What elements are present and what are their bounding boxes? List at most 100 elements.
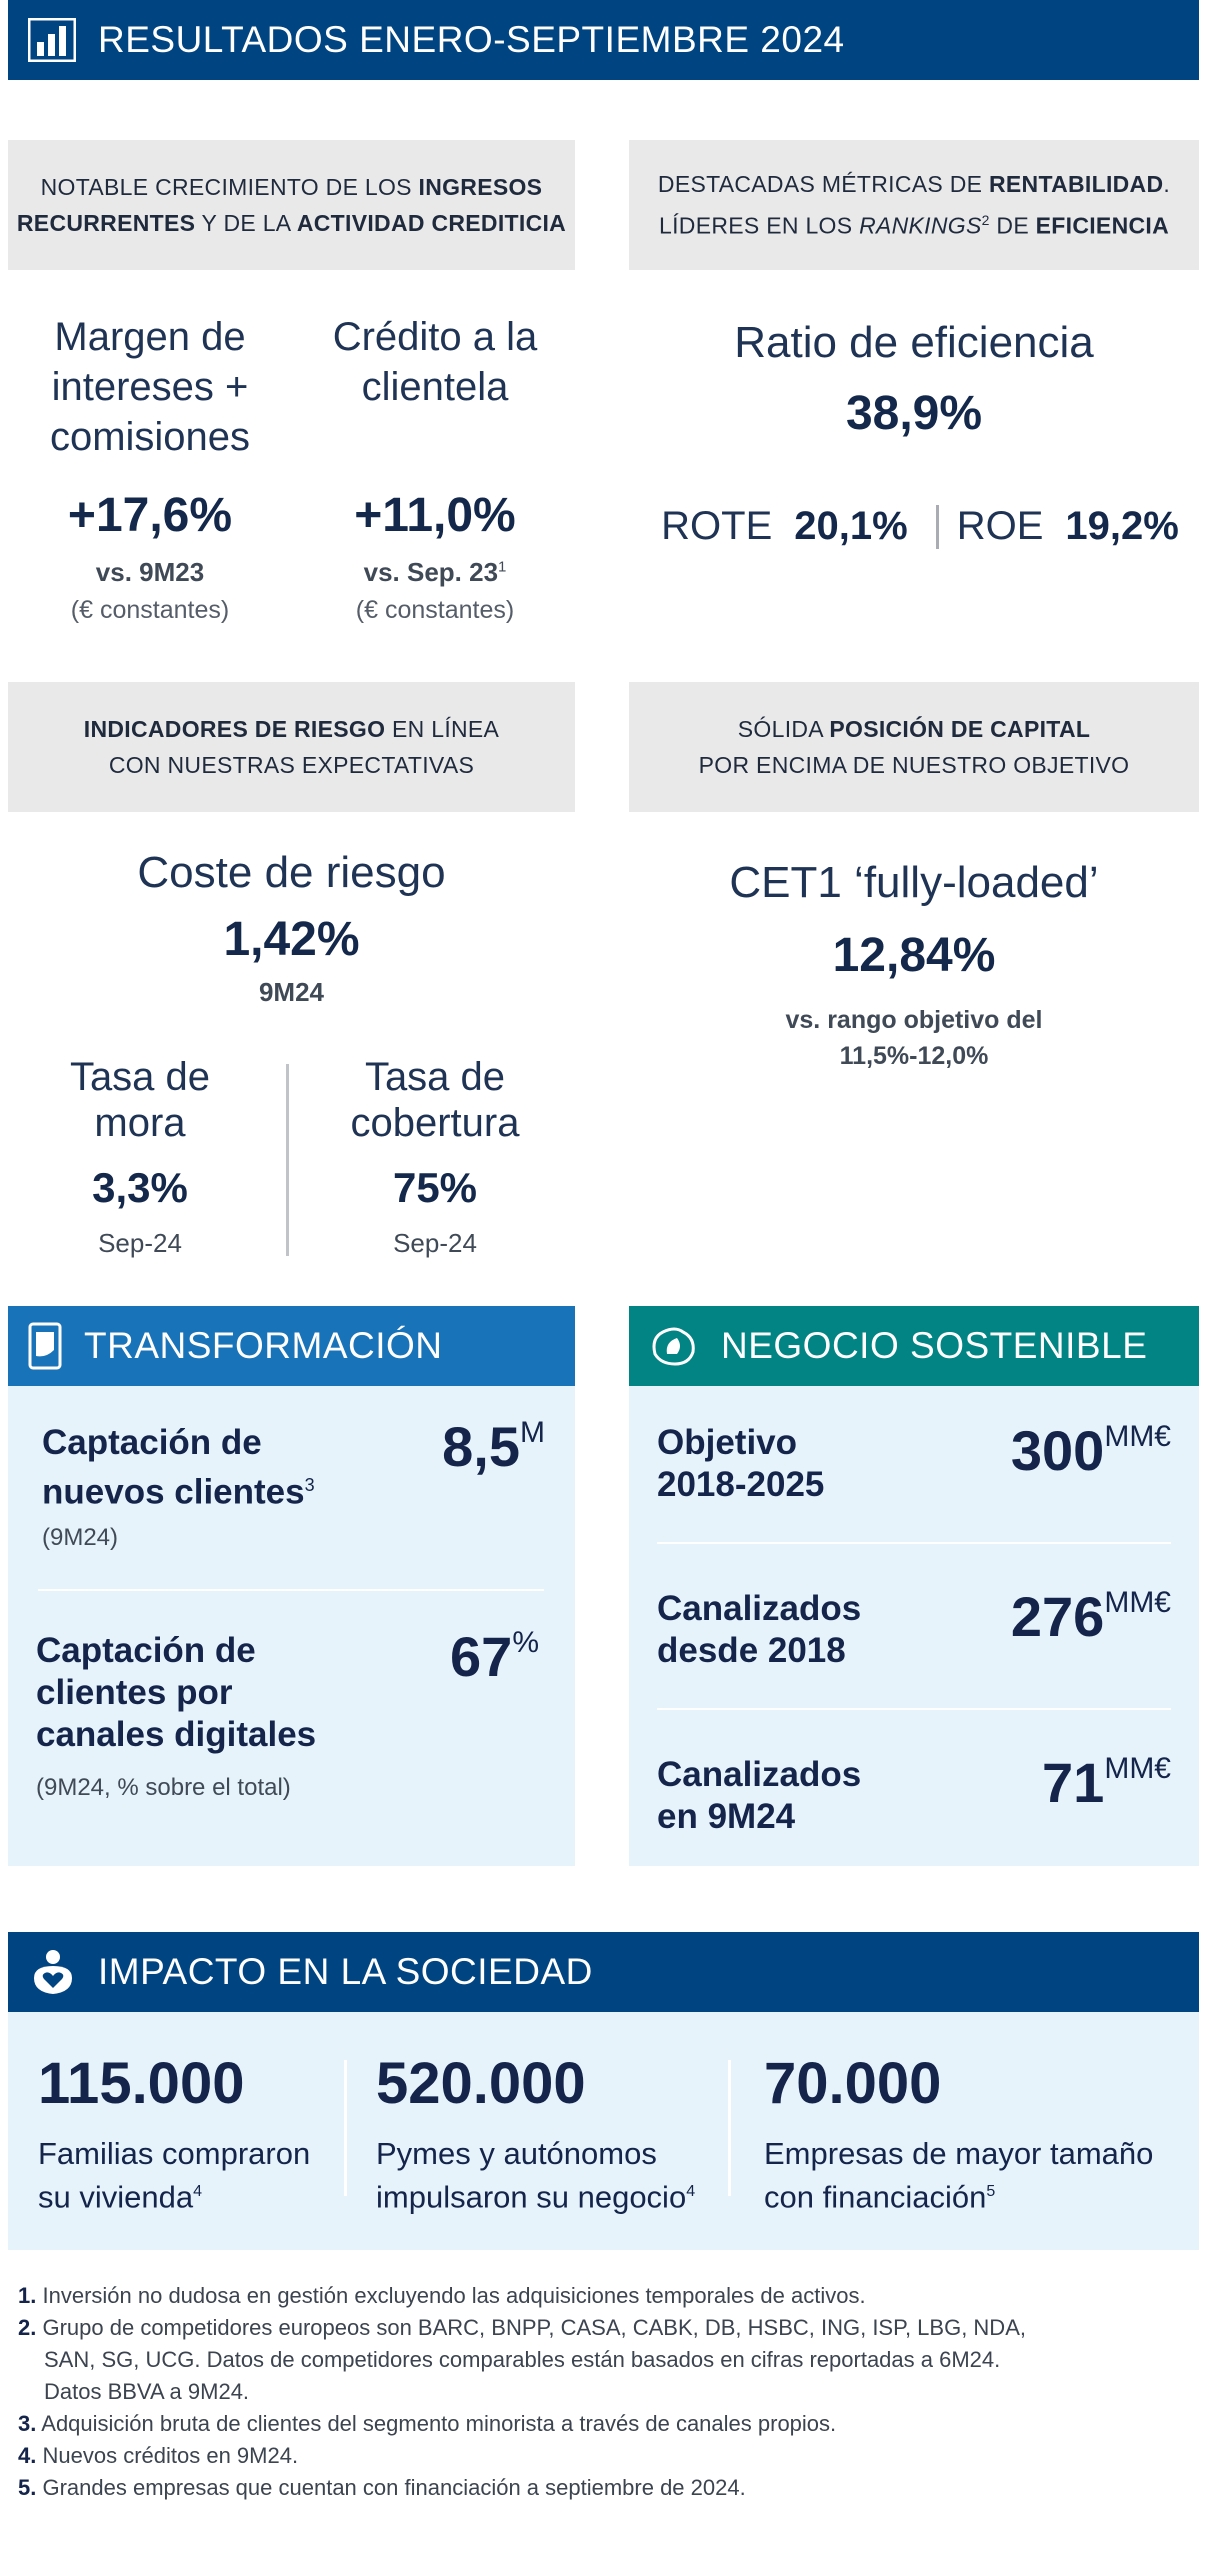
banner-text: DE [989,212,1036,239]
label-line: nuevos clientes [42,1472,305,1512]
credit-value: +11,0% [354,489,516,542]
divider [344,2060,347,2196]
label-line: clientes por [36,1673,233,1712]
footnote-number: 5. [18,2475,37,2500]
footnote-number: 3. [18,2411,37,2436]
section-title: IMPACTO EN LA SOCIEDAD [98,1951,593,1992]
efficiency-metric: Ratio de eficiencia 38,9% [629,318,1199,441]
banner-text: NOTABLE CRECIMIENTO DE LOS [40,174,419,200]
results-header: RESULTADOS ENERO-SEPTIEMBRE 2024 [8,0,1199,80]
banner-text-bold: RECURRENTES [16,210,196,236]
footnote-text: Grupo de competidores europeos son BARC,… [42,2315,1026,2340]
footnote-ref: 4 [686,2183,696,2200]
label-line: Margen de [54,315,246,359]
stat-value: 70.000 [764,2051,942,2116]
rote-label: ROTE [661,504,773,548]
footnote-3: 3. Adquisición bruta de clientes del seg… [18,2408,836,2440]
footnote-text: Inversión no dudosa en gestión excluyend… [42,2283,866,2308]
risk-value: 1,42% [223,913,360,966]
new-clients-note: (9M24) [42,1523,119,1551]
value-number: 300 [1010,1419,1105,1482]
divider [657,1542,1171,1544]
banner-text: Y DE LA [195,210,297,236]
cet1-label: CET1 ‘fully-loaded’ [729,858,1099,907]
footnote-text: Nuevos créditos en 9M24. [42,2443,299,2468]
sustainable-panel: Objetivo 2018-2025 300MM€ Canalizados de… [629,1386,1199,1866]
margin-label: Margen de intereses + comisiones [20,312,280,462]
vertical-divider [286,1064,289,1256]
target-label: Objetivo 2018-2025 [657,1422,824,1506]
digital-clients-value: 67% [450,1624,539,1689]
banner-text-bold: RENTABILIDAD [989,171,1164,198]
banner-text: POR ENCIMA DE NUESTRO OBJETIVO [698,752,1130,778]
footnote-ref: 2 [981,212,990,229]
stat-label: Empresas de mayor tamaño [764,2136,1154,2171]
label-line: canales digitales [36,1715,317,1754]
label-line: 2018-2025 [657,1465,825,1504]
risk-banner: INDICADORES DE RIESGO EN LÍNEA CON NUEST… [8,682,575,812]
capital-banner: SÓLIDA POSICIÓN DE CAPITAL POR ENCIMA DE… [629,682,1199,812]
label-line: Objetivo [657,1423,798,1462]
banner-text-bold: INDICADORES DE RIESGO [83,716,386,742]
label-line: Captación de [36,1631,256,1670]
banner-text-bold: INGRESOS [418,174,543,200]
stat-label: impulsaron su negocio [376,2179,687,2215]
banner-text-italic: RANKINGS [859,212,982,239]
value-number: 71 [1042,1751,1105,1814]
value-number: 276 [1010,1585,1105,1648]
banner-text: DESTACADAS MÉTRICAS DE [657,171,989,198]
label-line: comisiones [49,415,251,459]
channeled-9m-value: 71MM€ [1042,1750,1171,1815]
footnote-text: SAN, SG, UCG. Datos de competidores comp… [44,2347,1001,2372]
value-number: 8,5 [442,1415,520,1478]
label-line: Captación de [42,1423,262,1462]
label-line: mora [94,1101,186,1145]
banner-text: CON NUESTRAS EXPECTATIVAS [108,752,475,778]
value-number: 67 [450,1625,513,1688]
profitability-banner: DESTACADAS MÉTRICAS DE RENTABILIDAD. LÍD… [629,140,1199,270]
stat-value: 520.000 [376,2051,586,2116]
bar-chart-icon [28,18,76,62]
transformation-panel: Captación de nuevos clientes3 (9M24) 8,5… [8,1386,575,1866]
banner-text: EN LÍNEA [385,716,500,742]
new-clients-value: 8,5M [442,1414,545,1479]
credit-comparison: vs. Sep. 23 [363,557,499,587]
rote-roe-row: ROTE 20,1% ROE 19,2% [650,504,1190,549]
margin-value: +17,6% [67,489,233,542]
new-clients-label: Captación de nuevos clientes3 (9M24) [42,1422,315,1552]
cost-of-risk-metric: Coste de riesgo 1,42% 9M24 [8,848,575,1008]
impact-stat-smes: 520.000 Pymes y autónomos impulsaron su … [376,2050,695,2216]
channeled-since-label: Canalizados desde 2018 [657,1588,861,1672]
divider [657,1708,1171,1710]
footnote-number: 4. [18,2443,37,2468]
cet1-metric: CET1 ‘fully-loaded’ 12,84% vs. rango obj… [629,858,1199,1073]
label-line: cobertura [350,1101,520,1145]
section-title: NEGOCIO SOSTENIBLE [721,1325,1148,1366]
cet1-range: 11,5%-12,0% [839,1042,989,1070]
margin-metric: Margen de intereses + comisiones +17,6% … [20,312,280,625]
cet1-comparison: vs. rango objetivo del [785,1006,1043,1034]
divider [935,504,939,549]
footnote-text: Adquisición bruta de clientes del segmen… [41,2411,837,2436]
banner-text: SÓLIDA [737,716,830,742]
footnote-2: 2. Grupo de competidores europeos son BA… [18,2312,1026,2408]
sustainable-header: NEGOCIO SOSTENIBLE [629,1306,1199,1386]
footnote-4: 4. Nuevos créditos en 9M24. [18,2440,298,2472]
footnote-ref: 3 [304,1475,315,1495]
rote-value: 20,1% [794,504,908,548]
label-line: clientela [361,365,509,409]
stat-label: con financiación [764,2179,987,2215]
footnote-ref: 5 [986,2183,996,2200]
label-line: Canalizados [657,1755,862,1794]
target-value: 300MM€ [1011,1418,1171,1483]
value-unit: M [520,1416,545,1449]
leaf-hand-icon [649,1324,699,1368]
footnote-5: 5. Grandes empresas que cuentan con fina… [18,2472,746,2504]
footnote-number: 2. [18,2315,37,2340]
label-line: Tasa de [364,1055,506,1099]
stat-label: Familias compraron [38,2136,311,2171]
banner-text-bold: EFICIENCIA [1035,212,1169,239]
value-unit: MM€ [1104,1420,1171,1453]
banner-text-bold: ACTIVIDAD CREDITICIA [296,210,567,236]
roe-value: 19,2% [1065,504,1179,548]
